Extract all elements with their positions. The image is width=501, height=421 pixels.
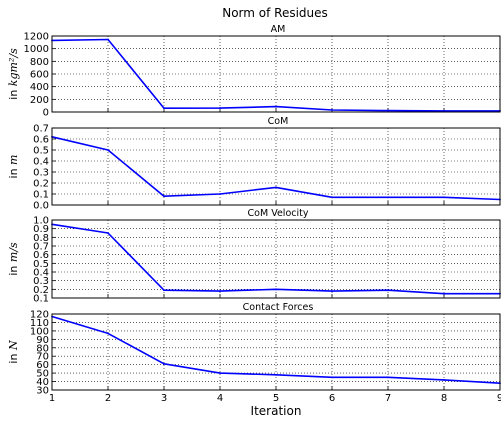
y-tick-label: 1200 — [24, 32, 49, 43]
subplot-title: CoM — [268, 116, 289, 127]
data-point — [107, 149, 109, 151]
data-point — [107, 232, 109, 234]
y-tick-label: 800 — [30, 57, 49, 68]
data-point — [443, 292, 445, 295]
grid — [51, 35, 501, 113]
data-point — [275, 105, 277, 108]
data-point — [387, 109, 389, 112]
y-tick-label: 80 — [36, 343, 49, 354]
y-tick-label: 0.5 — [33, 146, 49, 157]
data-point — [275, 288, 277, 291]
data-point — [163, 195, 165, 198]
plot-frame — [51, 35, 501, 113]
figure-title: Norm of Residues — [222, 6, 328, 20]
y-tick-label: 0.2 — [33, 179, 49, 190]
subplot-3: CoM Velocity 0.10.20.30.40.50.60.70.80.91… — [7, 208, 501, 305]
y-axis-label: in m/s — [7, 242, 20, 276]
y-tick-label: 100 — [30, 326, 49, 337]
y-tick-label: 0.4 — [33, 157, 49, 168]
data-point — [107, 332, 109, 335]
data-point — [163, 362, 165, 365]
y-tick-label: 0.3 — [33, 168, 49, 179]
y-tick-label: 200 — [30, 95, 49, 106]
y-tick-label: 0.6 — [33, 250, 49, 261]
y-tick-label: 600 — [30, 70, 49, 81]
data-point — [163, 289, 165, 292]
y-tick-label: 110 — [30, 318, 49, 329]
y-tick-label: 60 — [36, 360, 49, 371]
data-point — [331, 376, 333, 379]
data-point — [163, 107, 165, 110]
x-tick-label: 1 — [49, 393, 55, 404]
data-point — [219, 290, 221, 292]
y-tick-label: 1000 — [24, 44, 49, 55]
y-axis-label: in N — [7, 340, 20, 364]
data-point — [443, 109, 445, 112]
y-tick-label: 400 — [30, 82, 49, 93]
data-point — [219, 107, 221, 109]
y-tick-label: 0.1 — [33, 190, 49, 201]
y-axis-label: in kgm²/s — [7, 48, 20, 100]
y-tick-label: 0.6 — [33, 135, 49, 146]
y-tick-label: 120 — [30, 310, 49, 321]
y-tick-label: 1.0 — [33, 216, 49, 227]
subplot-title: CoM Velocity — [248, 208, 309, 219]
plot-frame — [51, 219, 501, 299]
y-tick-label: 70 — [36, 352, 49, 363]
x-tick-label: 9 — [497, 393, 501, 404]
plot-frame — [51, 127, 501, 206]
y-tick-label: 0 — [43, 108, 49, 119]
data-point — [387, 289, 389, 292]
data-point — [331, 109, 333, 111]
y-tick-label: 0.2 — [33, 285, 49, 296]
subplot-title: Contact Forces — [243, 302, 314, 313]
data-point — [443, 378, 445, 381]
y-tick-label: 40 — [36, 377, 49, 388]
grid — [51, 127, 501, 206]
y-tick-label: 0.8 — [33, 233, 49, 244]
data-point — [331, 290, 333, 292]
data-point — [107, 38, 109, 41]
data-point — [219, 372, 221, 375]
data-point — [443, 196, 445, 199]
x-tick-label: 5 — [273, 393, 279, 404]
y-tick-label: 0.7 — [33, 242, 49, 253]
subplot-2: CoM 0.00.10.20.30.40.50.60.7 in m — [7, 116, 501, 212]
y-tick-label: 0.0 — [33, 201, 49, 212]
x-tick-label: 7 — [385, 393, 391, 404]
grid — [51, 219, 501, 299]
y-tick-label: 50 — [36, 369, 49, 380]
data-point — [331, 196, 333, 199]
y-axis-label: in m — [7, 155, 20, 179]
x-tick-label: 4 — [217, 393, 223, 404]
subplot-title: AM — [271, 24, 286, 35]
y-tick-label: 0.4 — [33, 268, 49, 279]
x-tick-label: 6 — [329, 393, 335, 404]
x-tick-label: 2 — [105, 393, 111, 404]
x-tick-label: 3 — [161, 393, 167, 404]
x-tick-label: 8 — [441, 393, 447, 404]
data-point — [387, 196, 389, 199]
y-tick-label: 0.7 — [33, 124, 49, 135]
y-tick-label: 30 — [36, 386, 49, 397]
y-tick-label: 0.3 — [33, 276, 49, 287]
plot-frame — [51, 313, 501, 391]
y-tick-label: 90 — [36, 335, 49, 346]
data-point — [275, 373, 277, 376]
data-point — [275, 186, 277, 189]
data-point — [219, 193, 221, 195]
y-tick-label: 0.5 — [33, 259, 49, 270]
y-tick-label: 0.1 — [33, 294, 49, 305]
x-axis-label: Iteration — [251, 404, 302, 418]
y-tick-label: 0.9 — [33, 224, 49, 235]
data-point — [387, 376, 389, 379]
